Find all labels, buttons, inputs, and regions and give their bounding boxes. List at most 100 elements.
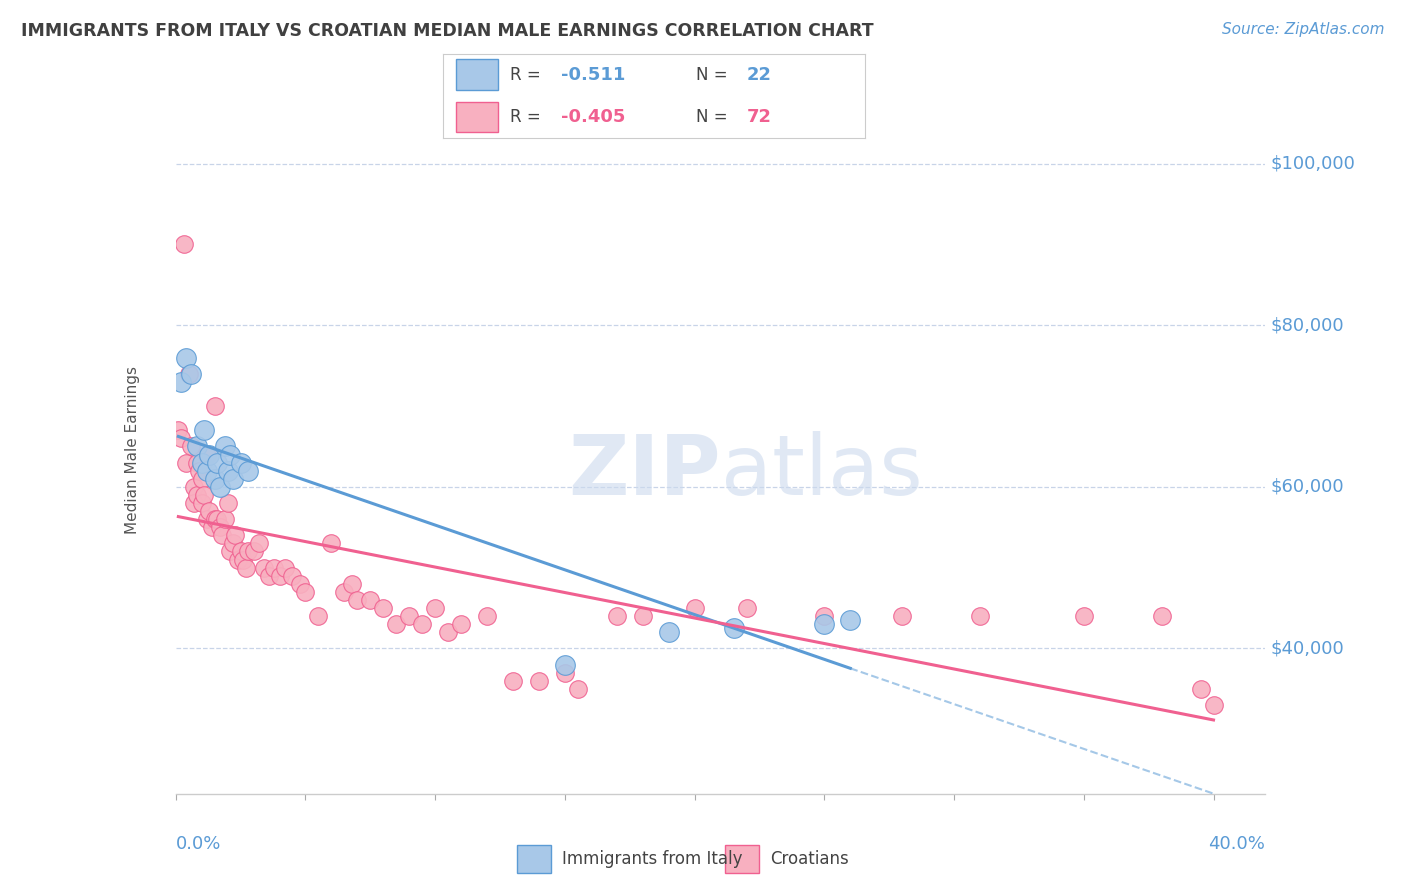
Point xyxy=(307,609,329,624)
Point xyxy=(969,609,991,624)
Point xyxy=(475,609,498,624)
Point xyxy=(398,609,420,624)
Point xyxy=(891,609,914,624)
Point xyxy=(839,613,862,627)
Point xyxy=(813,609,835,624)
Text: 22: 22 xyxy=(747,66,772,84)
Point xyxy=(527,673,550,688)
Text: $80,000: $80,000 xyxy=(1271,316,1344,334)
Point xyxy=(198,448,221,462)
Point xyxy=(177,367,200,381)
Point xyxy=(554,657,576,672)
Point xyxy=(385,617,408,632)
Point xyxy=(606,609,628,624)
Point xyxy=(425,601,447,615)
Point xyxy=(190,456,212,470)
Point xyxy=(167,423,190,437)
Point xyxy=(170,375,193,389)
FancyBboxPatch shape xyxy=(456,60,498,90)
FancyBboxPatch shape xyxy=(725,845,759,872)
Text: Median Male Earnings: Median Male Earnings xyxy=(125,367,139,534)
Point xyxy=(321,536,343,550)
Text: 0.0%: 0.0% xyxy=(176,835,221,853)
Point xyxy=(269,568,291,582)
Point xyxy=(257,568,280,582)
Point xyxy=(224,528,246,542)
Point xyxy=(173,237,195,252)
Point xyxy=(174,351,197,365)
Point xyxy=(683,601,706,615)
Point xyxy=(180,367,202,381)
Point xyxy=(190,496,212,510)
Point xyxy=(204,472,226,486)
Point xyxy=(201,520,224,534)
Point xyxy=(219,448,242,462)
Point xyxy=(170,431,193,445)
Point xyxy=(211,528,233,542)
Point xyxy=(180,439,202,453)
Text: Croatians: Croatians xyxy=(770,849,849,868)
Point xyxy=(450,617,472,632)
Point xyxy=(198,504,221,518)
Point xyxy=(1073,609,1095,624)
Point xyxy=(373,601,395,615)
Point xyxy=(207,456,229,470)
Text: ZIP: ZIP xyxy=(568,431,721,512)
Point xyxy=(190,472,212,486)
Text: N =: N = xyxy=(696,108,733,126)
Point xyxy=(658,625,681,640)
Text: R =: R = xyxy=(510,66,547,84)
Text: R =: R = xyxy=(510,108,547,126)
Point xyxy=(813,617,835,632)
Text: $40,000: $40,000 xyxy=(1271,640,1344,657)
Point xyxy=(333,585,356,599)
Point xyxy=(1202,698,1225,712)
Point xyxy=(195,464,218,478)
Point xyxy=(195,512,218,526)
Point xyxy=(263,560,285,574)
Point xyxy=(219,544,242,558)
Point xyxy=(204,399,226,413)
Point xyxy=(186,488,208,502)
Point xyxy=(195,448,218,462)
Point xyxy=(217,496,239,510)
Point xyxy=(214,512,236,526)
Point xyxy=(281,568,304,582)
Point xyxy=(186,456,208,470)
Point xyxy=(567,681,589,696)
Point xyxy=(554,665,576,680)
Point xyxy=(193,488,215,502)
Point xyxy=(214,439,236,453)
Point xyxy=(222,472,245,486)
Point xyxy=(411,617,433,632)
Point xyxy=(208,520,231,534)
Point xyxy=(1189,681,1212,696)
Text: Immigrants from Italy: Immigrants from Italy xyxy=(562,849,742,868)
Text: atlas: atlas xyxy=(721,431,922,512)
Text: $60,000: $60,000 xyxy=(1271,478,1344,496)
Point xyxy=(232,552,254,566)
Point xyxy=(188,464,211,478)
Point xyxy=(193,423,215,437)
Point xyxy=(229,456,252,470)
Point xyxy=(238,464,260,478)
Point xyxy=(340,576,363,591)
Point xyxy=(502,673,524,688)
Text: 40.0%: 40.0% xyxy=(1209,835,1265,853)
Point xyxy=(247,536,270,550)
FancyBboxPatch shape xyxy=(517,845,551,872)
Point xyxy=(226,552,249,566)
Point xyxy=(207,512,229,526)
Point xyxy=(229,544,252,558)
Point xyxy=(253,560,276,574)
Point xyxy=(222,536,245,550)
Point xyxy=(208,480,231,494)
Point xyxy=(290,576,312,591)
Text: 72: 72 xyxy=(747,108,772,126)
Point xyxy=(723,621,745,635)
Point xyxy=(631,609,654,624)
Point xyxy=(242,544,264,558)
Point xyxy=(174,456,197,470)
FancyBboxPatch shape xyxy=(456,102,498,132)
Text: $100,000: $100,000 xyxy=(1271,154,1355,173)
